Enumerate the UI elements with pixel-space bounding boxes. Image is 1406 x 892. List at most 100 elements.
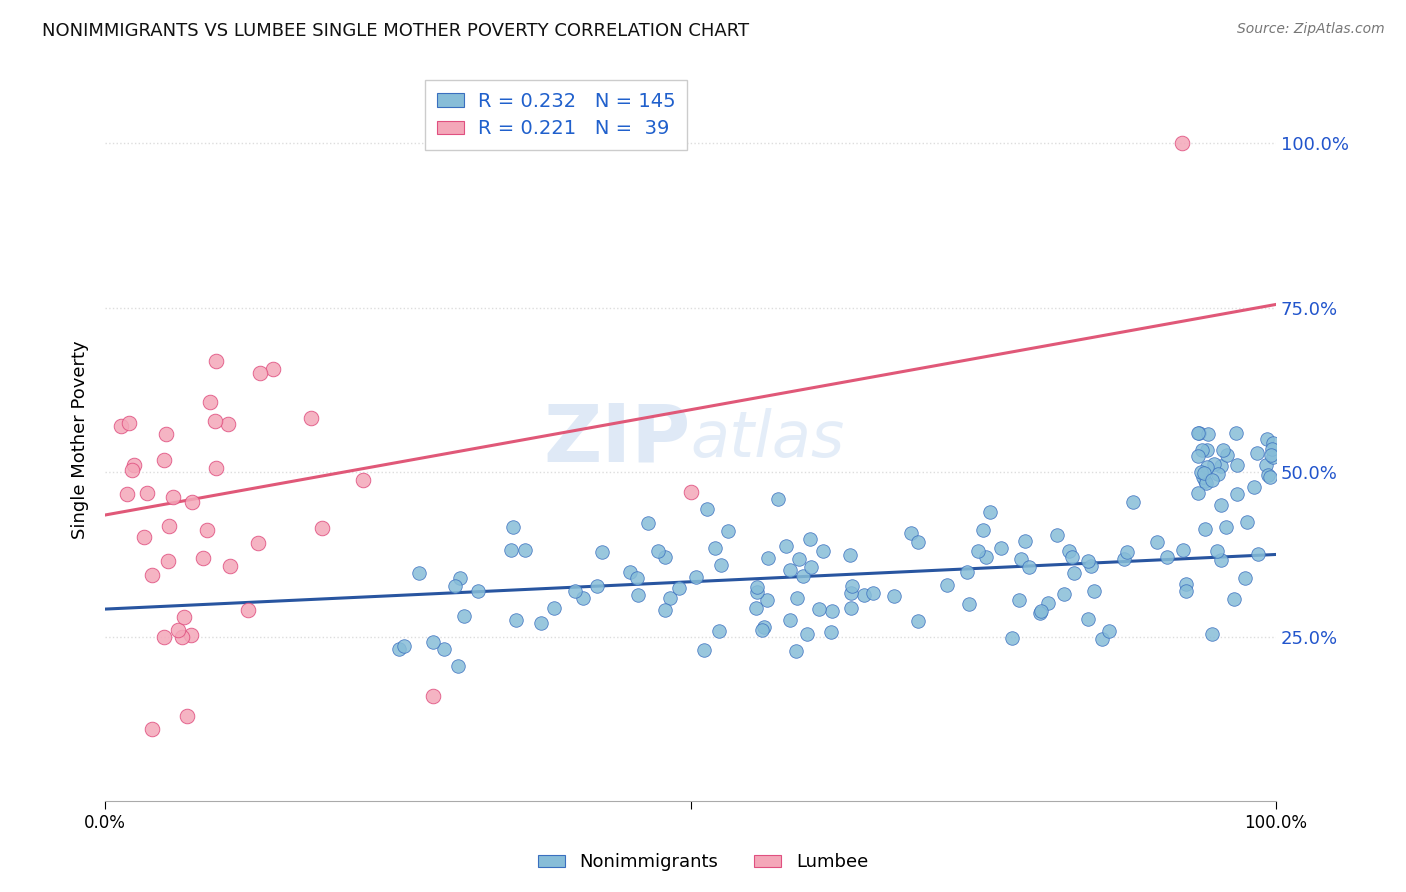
Point	[1029, 606, 1052, 620]
Point	[1014, 534, 1036, 549]
Point	[752, 619, 775, 633]
Point	[124, 458, 146, 472]
Point	[157, 554, 180, 568]
Point	[1216, 448, 1239, 462]
Point	[1036, 596, 1059, 610]
Y-axis label: Single Mother Poverty: Single Mother Poverty	[72, 340, 89, 539]
Point	[1209, 552, 1232, 566]
Point	[502, 520, 524, 534]
Point	[586, 579, 609, 593]
Point	[654, 550, 676, 565]
Point	[1098, 624, 1121, 638]
Point	[1156, 550, 1178, 565]
Point	[155, 427, 177, 442]
Point	[1261, 442, 1284, 457]
Point	[1234, 571, 1257, 585]
Point	[180, 495, 202, 509]
Point	[1261, 435, 1284, 450]
Point	[1077, 554, 1099, 568]
Text: Source: ZipAtlas.com: Source: ZipAtlas.com	[1237, 22, 1385, 37]
Point	[449, 571, 471, 585]
Point	[1246, 446, 1268, 460]
Point	[1243, 480, 1265, 494]
Point	[571, 591, 593, 606]
Point	[668, 581, 690, 595]
Point	[785, 644, 807, 658]
Point	[198, 394, 221, 409]
Point	[388, 642, 411, 657]
Point	[1053, 587, 1076, 601]
Point	[238, 603, 260, 617]
Point	[979, 505, 1001, 519]
Point	[1201, 473, 1223, 487]
Point	[219, 559, 242, 574]
Point	[311, 521, 333, 535]
Point	[1191, 443, 1213, 458]
Point	[132, 530, 155, 544]
Point	[1215, 519, 1237, 533]
Point	[839, 548, 862, 562]
Point	[162, 490, 184, 504]
Point	[779, 563, 801, 577]
Point	[1260, 449, 1282, 463]
Point	[115, 487, 138, 501]
Point	[1083, 584, 1105, 599]
Point	[447, 659, 470, 673]
Point	[1091, 632, 1114, 647]
Point	[195, 524, 218, 538]
Point	[1188, 425, 1211, 440]
Point	[1258, 470, 1281, 484]
Point	[392, 639, 415, 653]
Point	[692, 643, 714, 657]
Point	[751, 624, 773, 638]
Point	[744, 600, 766, 615]
Point	[1236, 516, 1258, 530]
Point	[1223, 592, 1246, 607]
Point	[707, 624, 730, 639]
Point	[217, 417, 239, 431]
Point	[957, 597, 980, 611]
Point	[936, 578, 959, 592]
Point	[1194, 522, 1216, 536]
Point	[1174, 577, 1197, 591]
Point	[619, 565, 641, 579]
Point	[173, 609, 195, 624]
Point	[786, 591, 808, 605]
Point	[1225, 425, 1247, 440]
Point	[1191, 465, 1213, 479]
Point	[654, 603, 676, 617]
Point	[191, 551, 214, 566]
Point	[205, 354, 228, 368]
Point	[976, 549, 998, 564]
Point	[1254, 458, 1277, 473]
Point	[121, 463, 143, 477]
Point	[110, 418, 132, 433]
Point	[505, 613, 527, 627]
Point	[1204, 458, 1226, 472]
Point	[515, 543, 537, 558]
Point	[166, 624, 188, 638]
Point	[883, 589, 905, 603]
Point	[1187, 449, 1209, 463]
Point	[1257, 468, 1279, 483]
Text: atlas: atlas	[690, 409, 845, 470]
Point	[1122, 495, 1144, 509]
Point	[1112, 552, 1135, 566]
Point	[747, 580, 769, 594]
Point	[118, 416, 141, 430]
Point	[204, 460, 226, 475]
Point	[758, 551, 780, 566]
Legend: R = 0.232   N = 145, R = 0.221   N =  39: R = 0.232 N = 145, R = 0.221 N = 39	[425, 80, 688, 150]
Point	[709, 558, 731, 573]
Point	[787, 552, 810, 566]
Point	[900, 526, 922, 541]
Point	[1187, 425, 1209, 440]
Point	[799, 532, 821, 546]
Point	[153, 630, 176, 644]
Point	[972, 523, 994, 537]
Point	[153, 453, 176, 467]
Point	[990, 541, 1012, 556]
Point	[1226, 458, 1249, 473]
Point	[907, 535, 929, 549]
Point	[141, 567, 163, 582]
